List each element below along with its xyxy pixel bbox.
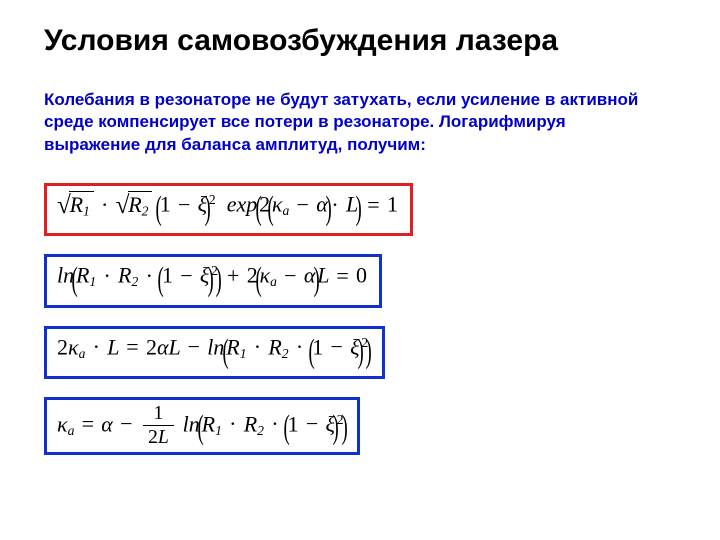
equation-3-box: 2κa · L = 2αL − ln(R1 · R2 · (1 − ξ)2) — [44, 326, 385, 379]
equation-4-box: κa = α − 1 2L ln(R1 · R2 · (1 − ξ)2) — [44, 397, 360, 456]
equation-4: κa = α − 1 2L ln(R1 · R2 · (1 − ξ)2) — [44, 397, 680, 456]
equation-2-box: ln(R1 · R2 · (1 − ξ)2) + 2(κa − α)L = 0 — [44, 254, 382, 307]
slide: Условия самовозбуждения лазера Колебания… — [0, 0, 720, 540]
equation-1-box: √R1 · √R2 (1 − ξ)2 exp(2(κa − α)· L) = 1 — [44, 183, 413, 236]
equation-2: ln(R1 · R2 · (1 − ξ)2) + 2(κa − α)L = 0 — [44, 254, 680, 307]
slide-title: Условия самовозбуждения лазера — [44, 24, 680, 59]
equation-stack: √R1 · √R2 (1 − ξ)2 exp(2(κa − α)· L) = 1… — [44, 183, 680, 455]
equation-1: √R1 · √R2 (1 − ξ)2 exp(2(κa − α)· L) = 1 — [44, 183, 680, 236]
intro-paragraph: Колебания в резонаторе не будут затухать… — [44, 89, 664, 158]
equation-3: 2κa · L = 2αL − ln(R1 · R2 · (1 − ξ)2) — [44, 326, 680, 379]
